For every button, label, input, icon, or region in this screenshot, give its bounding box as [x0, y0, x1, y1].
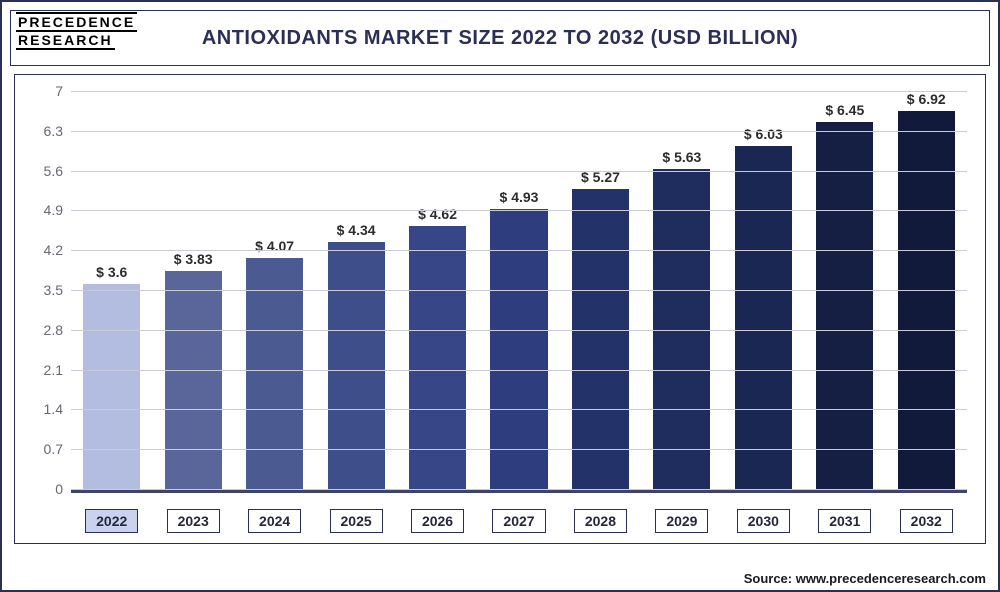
bar-value-label: $ 5.27	[581, 169, 620, 185]
bar-value-label: $ 6.03	[744, 126, 783, 142]
y-tick-label: 3.5	[44, 282, 71, 298]
grid-line	[71, 91, 967, 92]
y-tick-label: 1.4	[44, 401, 71, 417]
source-attribution: Source: www.precedenceresearch.com	[744, 571, 986, 586]
x-axis-labels: 2022 2023 2024 2025 2026 2027 2028 2029 2030 2031…	[71, 509, 967, 533]
bar-rect	[328, 242, 385, 489]
x-label-box: 2029	[641, 509, 722, 533]
x-axis-label: 2028	[574, 509, 627, 533]
x-axis-label: 2027	[492, 509, 545, 533]
x-axis-label: 2024	[248, 509, 301, 533]
x-label-box: 2024	[234, 509, 315, 533]
x-label-box: 2022	[71, 509, 152, 533]
grid-line	[71, 489, 967, 490]
grid-line	[71, 330, 967, 331]
brand-logo: PRECEDENCE RESEARCH	[16, 12, 137, 50]
bar-rect	[735, 146, 792, 489]
y-tick-label: 6.3	[44, 123, 71, 139]
y-tick-label: 2.8	[44, 322, 71, 338]
y-tick-label: 4.9	[44, 202, 71, 218]
bar-value-label: $ 4.93	[500, 189, 539, 205]
grid-line	[71, 210, 967, 211]
grid-line	[71, 370, 967, 371]
y-tick-label: 4.2	[44, 242, 71, 258]
y-tick-label: 7	[55, 83, 71, 99]
x-axis-label: 2032	[900, 509, 953, 533]
x-label-box: 2030	[723, 509, 804, 533]
x-label-box: 2026	[397, 509, 478, 533]
grid-line	[71, 449, 967, 450]
grid-line	[71, 131, 967, 132]
x-label-box: 2031	[804, 509, 885, 533]
x-axis-label: 2025	[330, 509, 383, 533]
bar-value-label: $ 5.63	[662, 149, 701, 165]
x-label-box: 2027	[478, 509, 559, 533]
x-label-box: 2032	[886, 509, 967, 533]
x-axis-label: 2022	[85, 509, 138, 533]
bar-value-label: $ 6.92	[907, 91, 946, 107]
bar-value-label: $ 4.62	[418, 206, 457, 222]
bar-rect	[165, 271, 222, 489]
grid-line	[71, 409, 967, 410]
bar-value-label: $ 4.07	[255, 238, 294, 254]
grid-line	[71, 250, 967, 251]
bar-value-label: $ 6.45	[825, 102, 864, 118]
x-label-box: 2023	[152, 509, 233, 533]
bar-rect	[572, 189, 629, 489]
grid-line	[71, 290, 967, 291]
title-bar: ANTIOXIDANTS MARKET SIZE 2022 TO 2032 (U…	[10, 10, 990, 66]
y-tick-label: 2.1	[44, 362, 71, 378]
bar-rect	[898, 111, 955, 489]
logo-line2: RESEARCH	[16, 32, 115, 50]
chart-container: PRECEDENCE RESEARCH ANTIOXIDANTS MARKET …	[0, 0, 1000, 592]
chart-title: ANTIOXIDANTS MARKET SIZE 2022 TO 2032 (U…	[202, 27, 798, 50]
logo-line1: PRECEDENCE	[16, 12, 137, 32]
x-axis-label: 2026	[411, 509, 464, 533]
y-tick-label: 0	[55, 481, 71, 497]
plot-area: $ 3.6 $ 3.83 $ 4.07 $ 4.34 $ 4.62 $ 4.93 $ 5.2…	[71, 91, 967, 489]
bar-value-label: $ 4.34	[337, 222, 376, 238]
x-axis-label: 2030	[737, 509, 790, 533]
bar-rect	[83, 284, 140, 489]
grid-line	[71, 171, 967, 172]
y-tick-label: 0.7	[44, 441, 71, 457]
bar-value-label: $ 3.6	[96, 264, 127, 280]
x-axis-label: 2031	[818, 509, 871, 533]
plot-wrap: $ 3.6 $ 3.83 $ 4.07 $ 4.34 $ 4.62 $ 4.93 $ 5.2…	[14, 74, 986, 544]
y-tick-label: 5.6	[44, 163, 71, 179]
bar-rect	[246, 258, 303, 489]
bar-rect	[816, 122, 873, 489]
x-label-box: 2025	[315, 509, 396, 533]
x-axis-label: 2029	[655, 509, 708, 533]
bar-value-label: $ 3.83	[174, 251, 213, 267]
x-label-box: 2028	[560, 509, 641, 533]
x-axis-label: 2023	[167, 509, 220, 533]
